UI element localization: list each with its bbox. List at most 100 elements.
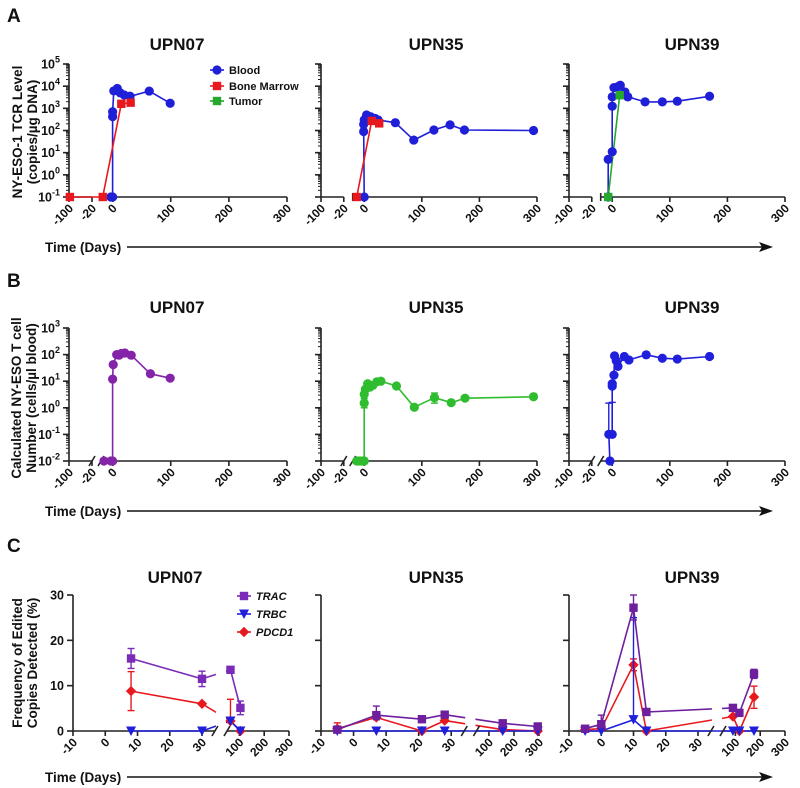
x-tick-label: 20 [406, 735, 426, 755]
axis-break-mark [340, 455, 348, 467]
y-tick-label-base: 10 [41, 102, 55, 116]
legends: Blood Bone Marrow Tumor TRAC TRBC PDCD1 [210, 65, 299, 639]
y-tick-label-base: 10 [41, 124, 55, 138]
y-tick-label-exponent: 0 [55, 398, 60, 408]
data-point-blood [607, 92, 617, 102]
data-point-bone-marrow [126, 98, 135, 107]
data-point-blood [359, 126, 369, 137]
x-tick-label: 0 [346, 735, 361, 750]
chart-title: UPN35 [409, 568, 464, 587]
y-tick-label-base: 10 [38, 455, 52, 469]
data-point-upn07 [108, 456, 118, 466]
series-lines [608, 354, 710, 462]
y-tick-label-exponent: 2 [55, 121, 60, 131]
x-tick-label: 0 [605, 201, 620, 216]
y-tick-label: 20 [50, 634, 64, 648]
square-marker-icon [239, 591, 249, 601]
y-tick-label-base: 10 [38, 191, 52, 205]
triangle-marker-icon [239, 609, 249, 619]
x-tick-label: 200 [497, 735, 521, 759]
chart-b-upn35: -100 -20 0 100 200 300 [301, 327, 544, 492]
data-point-trbc [416, 726, 427, 736]
data-point-bone-marrow [367, 116, 376, 126]
y-tick-label-base: 10 [41, 168, 55, 182]
x-tick-label: 10 [374, 735, 394, 755]
chart-title: UPN39 [665, 35, 720, 54]
x-tick-label: 0 [605, 465, 620, 480]
x-tick-label: 0 [105, 465, 120, 480]
data-point-blood [623, 92, 633, 102]
y-tick-label-exponent: 3 [55, 99, 60, 109]
y-tick-label-exponent: -2 [52, 452, 60, 462]
x-tick-label: 20 [158, 735, 178, 755]
y-tick-label: 102 [41, 121, 60, 138]
data-point-upn35 [359, 398, 369, 408]
data-point-blood [704, 91, 715, 101]
x-tick-label: -100 [549, 201, 576, 228]
square-marker-icon [212, 81, 222, 91]
panel-letter-b: B [7, 271, 21, 292]
x-tick-label: 200 [462, 201, 486, 225]
data-point-trbc [439, 726, 450, 736]
data-point-blood [108, 192, 118, 202]
data-point-trbc [497, 726, 508, 736]
series-line-pdcd1 [585, 664, 755, 732]
data-point-pdcd1 [196, 698, 208, 709]
chart-title: UPN39 [665, 298, 720, 317]
x-tick-label: 200 [212, 465, 236, 489]
data-point-upn07 [165, 373, 175, 383]
legend-label: TRAC [256, 591, 288, 603]
y-tick-label: 100 [41, 165, 60, 182]
x-tick-label: 100 [653, 465, 677, 489]
y-tick-label: 0 [57, 725, 64, 739]
axis-break-mark [211, 725, 219, 737]
data-point-bone-marrow [352, 192, 361, 202]
axis-break-mark [88, 455, 96, 467]
series-line-upn39 [608, 354, 710, 462]
y-axis-label-line2: (copies/µg DNA) [25, 80, 40, 185]
data-point-trac [440, 710, 449, 719]
x-tick-label: -20 [329, 201, 351, 223]
chart-title: UPN07 [150, 35, 205, 54]
series-line-upn35 [356, 380, 534, 462]
series-line-bone-marrow [69, 101, 131, 198]
data-point-trbc [225, 716, 236, 727]
x-tick-label: -20 [77, 465, 99, 487]
circle-marker-icon [212, 65, 222, 75]
data-point-upn35 [409, 402, 419, 412]
x-tick-label: 300 [520, 201, 544, 225]
y-tick-label: 10-2 [38, 452, 60, 469]
legend-item-blood: Blood [210, 65, 260, 77]
data-point-trbc [727, 726, 738, 736]
error-bar [608, 401, 616, 435]
data-point-upn35 [460, 393, 470, 403]
data-point-blood [390, 118, 400, 128]
y-tick-label: 102 [41, 345, 60, 362]
series-line-upn07 [103, 352, 171, 462]
data-point-trac [580, 724, 590, 733]
data-point-upn39 [607, 429, 617, 439]
x-tick-label: 10 [621, 735, 641, 755]
y-tick-label: 30 [50, 589, 64, 603]
data-point-blood [144, 86, 154, 96]
x-tick-label: -100 [301, 201, 328, 228]
y-axis-label-line1: Frequency of Edited [10, 598, 25, 728]
chart-c-upn39: -10 0 10 20 30 100 200 300 [554, 589, 792, 759]
y-tick-label: 103 [41, 319, 60, 336]
data-point-blood [657, 97, 667, 107]
y-tick-label-base: 10 [41, 375, 55, 389]
data-point-pdcd1 [727, 711, 739, 722]
x-tick-label: -10 [306, 735, 328, 757]
y-tick-label-exponent: 1 [55, 143, 60, 153]
data-point-upn07 [99, 456, 109, 466]
arrowhead-icon [759, 506, 773, 516]
data-point-upn07 [108, 374, 118, 384]
chart-a-upn39: -100 -20 0 100 200 300 [549, 63, 792, 228]
data-point-blood [429, 125, 439, 135]
data-point-upn07 [126, 350, 136, 360]
y-tick-label: 10-1 [38, 188, 60, 205]
legend-item-trbc: TRBC [237, 609, 288, 621]
diamond-marker-icon [238, 626, 250, 638]
x-tick-label: 100 [154, 465, 178, 489]
series-line-tumor [607, 95, 621, 198]
